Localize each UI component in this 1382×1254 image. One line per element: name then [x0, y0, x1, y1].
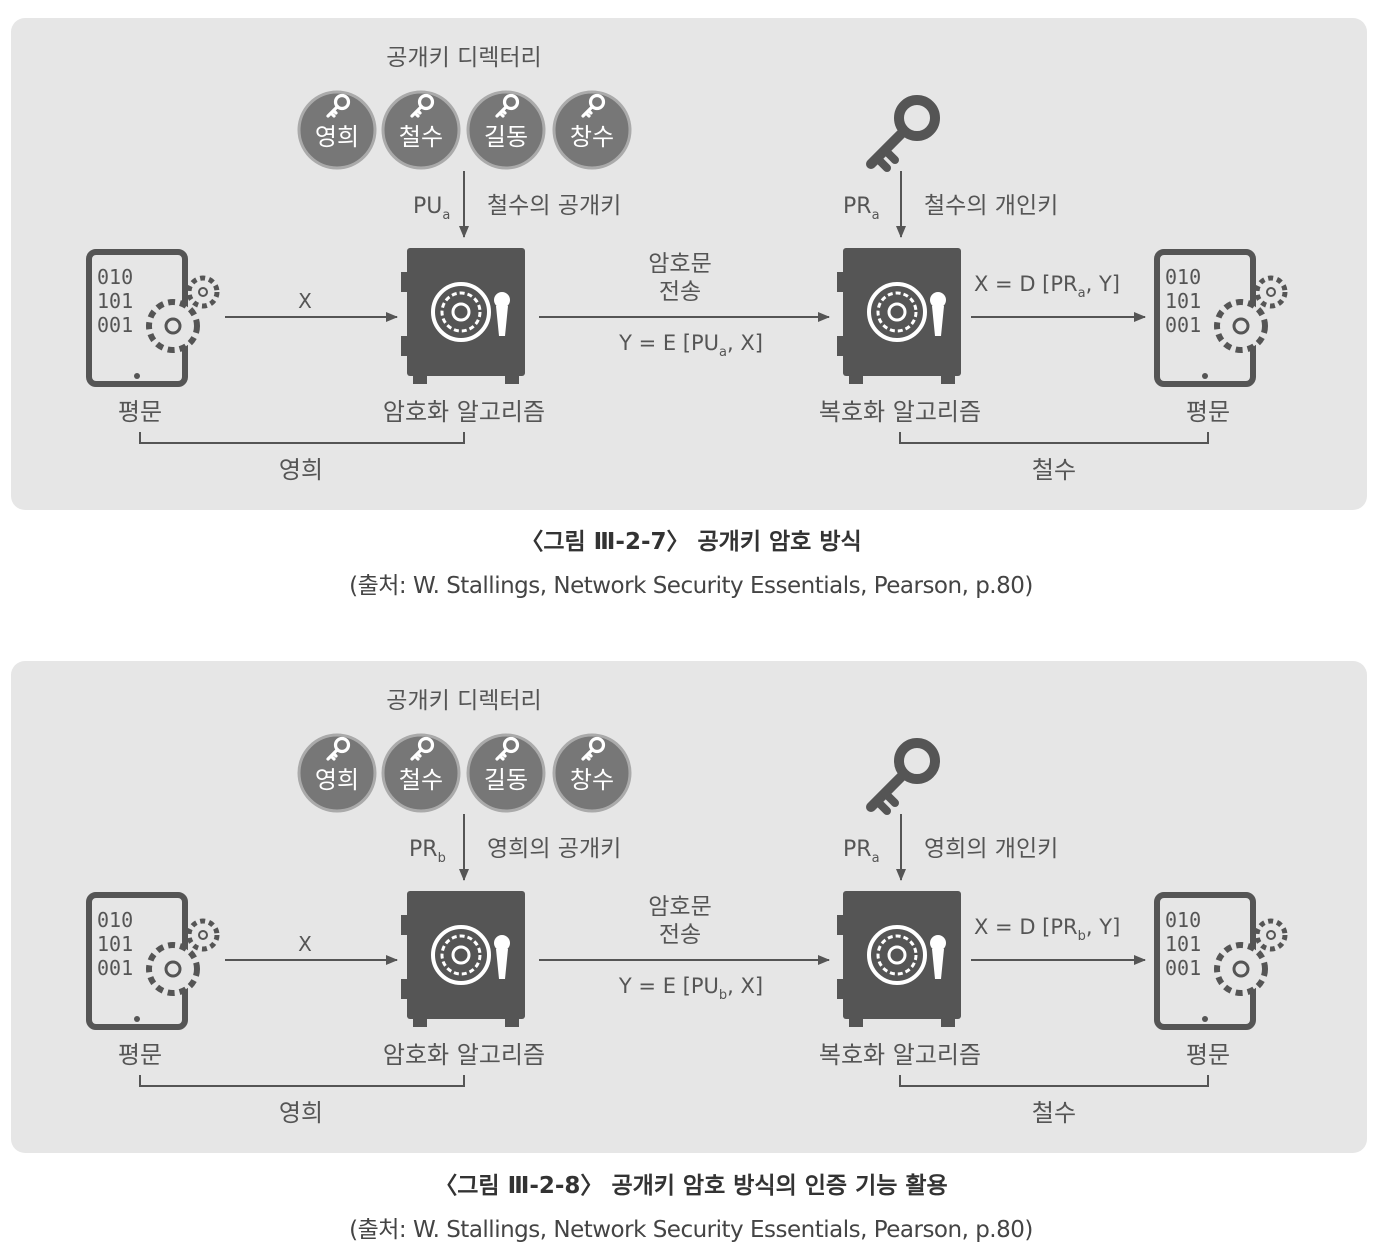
private-key-symbol: PRa [843, 194, 880, 223]
diagram-1: 공개키 디렉터리 영희 철수 길동 창수 PUa 철수의 공개키 [86, 45, 1288, 484]
svg-text:철수: 철수 [399, 123, 443, 151]
gear-icon [1214, 299, 1268, 353]
private-key-label: 철수의 개인키 [924, 193, 1058, 219]
svg-text:101: 101 [1165, 289, 1201, 313]
figure-caption-1: 〈그림 Ⅲ-2-7〉 공개키 암호 방식 [520, 529, 862, 555]
plaintext-left-label: 평문 [118, 1041, 162, 1069]
right-device-icon: 010 101 001 [1154, 249, 1288, 387]
svg-text:001: 001 [1165, 313, 1201, 337]
svg-text:010: 010 [97, 908, 133, 932]
encryption-safe-icon [401, 891, 525, 1027]
directory-title: 공개키 디렉터리 [386, 45, 541, 71]
plaintext-left-label: 평문 [118, 398, 162, 426]
decrypt-label: 복호화 알고리즘 [819, 1041, 981, 1069]
receiver-bracket [899, 432, 1209, 444]
decrypt-label: 복호화 알고리즘 [819, 398, 981, 426]
sender-label: 영희 [279, 456, 323, 484]
left-device-icon: 010 101 001 [86, 249, 220, 387]
transmit-label-2: 전송 [659, 279, 701, 305]
figure-caption-2: 〈그림 Ⅲ-2-8〉 공개키 암호 방식의 인증 기능 활용 [434, 1173, 948, 1199]
receiver-label: 철수 [1032, 1099, 1076, 1127]
svg-text:010: 010 [97, 265, 133, 289]
svg-text:창수: 창수 [570, 123, 614, 151]
figure-source-2: (출처: W. Stallings, Network Security Esse… [349, 1217, 1033, 1243]
svg-text:101: 101 [97, 289, 133, 313]
sender-bracket [139, 1075, 465, 1087]
svg-text:길동: 길동 [484, 766, 528, 794]
gear-icon [1254, 918, 1288, 952]
directory-key-younghee: 영희 [297, 90, 377, 170]
encryption-safe-icon [401, 248, 525, 384]
directory-key-cheolsu: 철수 [381, 733, 461, 813]
public-key-symbol: PRb [409, 837, 446, 866]
sender-label: 영희 [279, 1099, 323, 1127]
svg-text:001: 001 [97, 313, 133, 337]
transmit-label-2: 전송 [659, 922, 701, 948]
gear-icon [186, 918, 220, 952]
plaintext-formula: X = D [PRa, Y] [974, 272, 1120, 301]
directory-key-cheolsu: 철수 [381, 90, 461, 170]
diagram-2: 공개키 디렉터리 영희 철수 길동 창수 PRb 영희의 공개키 [86, 688, 1288, 1127]
plaintext-right-label: 평문 [1186, 398, 1230, 426]
gear-icon [146, 942, 200, 996]
public-key-label: 영희의 공개키 [487, 836, 621, 862]
public-key-label: 철수의 공개키 [487, 193, 621, 219]
figure-source-1: (출처: W. Stallings, Network Security Esse… [349, 573, 1033, 599]
input-x-label: X [298, 289, 312, 313]
svg-text:010: 010 [1165, 265, 1201, 289]
private-key-icon [866, 738, 940, 815]
input-x-label: X [298, 932, 312, 956]
svg-text:영희: 영희 [315, 123, 359, 151]
ciphertext-formula: Y = E [PUa, X] [618, 331, 763, 360]
encrypt-label: 암호화 알고리즘 [383, 398, 545, 426]
decryption-safe-icon [837, 248, 961, 384]
private-key-icon [866, 95, 940, 172]
plaintext-formula: X = D [PRb, Y] [974, 915, 1120, 944]
right-device-icon: 010 101 001 [1154, 892, 1288, 1030]
svg-text:길동: 길동 [484, 123, 528, 151]
directory-title: 공개키 디렉터리 [386, 688, 541, 714]
figure-panel-1: 공개키 디렉터리 영희 철수 길동 창수 PUa 철수의 공개키 [11, 18, 1367, 510]
gear-icon [186, 275, 220, 309]
svg-text:001: 001 [1165, 956, 1201, 980]
directory-key-changsu: 창수 [552, 90, 632, 170]
svg-text:101: 101 [1165, 932, 1201, 956]
directory-key-gildong: 길동 [466, 90, 546, 170]
ciphertext-formula: Y = E [PUb, X] [618, 974, 763, 1003]
svg-text:001: 001 [97, 956, 133, 980]
transmit-label-1: 암호문 [648, 894, 711, 920]
encrypt-label: 암호화 알고리즘 [383, 1041, 545, 1069]
gear-icon [1214, 942, 1268, 996]
directory-key-gildong: 길동 [466, 733, 546, 813]
svg-text:창수: 창수 [570, 766, 614, 794]
receiver-bracket [899, 1075, 1209, 1087]
svg-text:철수: 철수 [399, 766, 443, 794]
private-key-symbol: PRa [843, 837, 880, 866]
plaintext-right-label: 평문 [1186, 1041, 1230, 1069]
sender-bracket [139, 432, 465, 444]
transmit-label-1: 암호문 [648, 251, 711, 277]
figure-panel-2: 공개키 디렉터리 영희 철수 길동 창수 PRb 영희의 공개키 [11, 661, 1367, 1153]
directory-key-younghee: 영희 [297, 733, 377, 813]
public-key-symbol: PUa [413, 194, 450, 223]
svg-text:영희: 영희 [315, 766, 359, 794]
private-key-label: 영희의 개인키 [924, 836, 1058, 862]
left-device-icon: 010 101 001 [86, 892, 220, 1030]
receiver-label: 철수 [1032, 456, 1076, 484]
svg-text:101: 101 [97, 932, 133, 956]
gear-icon [1254, 275, 1288, 309]
gear-icon [146, 299, 200, 353]
decryption-safe-icon [837, 891, 961, 1027]
svg-text:010: 010 [1165, 908, 1201, 932]
directory-key-changsu: 창수 [552, 733, 632, 813]
